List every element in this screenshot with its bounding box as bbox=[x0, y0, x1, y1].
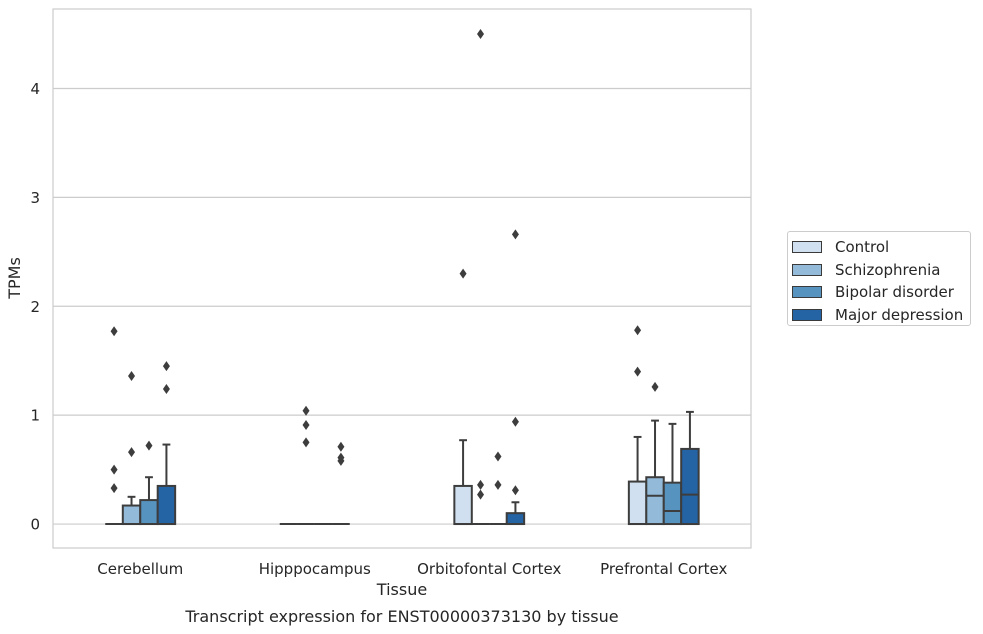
box bbox=[505, 512, 526, 526]
figure-caption: Transcript expression for ENST0000037313… bbox=[184, 607, 618, 626]
outlier-point bbox=[459, 268, 467, 279]
outlier-point bbox=[337, 452, 345, 463]
box bbox=[139, 499, 159, 526]
outlier-point bbox=[110, 483, 118, 494]
plot-area-frame bbox=[52, 8, 752, 549]
legend-label: Schizophrenia bbox=[835, 260, 941, 279]
outlier-point bbox=[162, 361, 170, 372]
outlier-point bbox=[511, 416, 519, 427]
outlier-point bbox=[511, 485, 519, 496]
legend-label: Bipolar disorder bbox=[835, 283, 954, 302]
x-axis-label: Tissue bbox=[376, 580, 427, 599]
x-tick-label: Orbitofontal Cortex bbox=[417, 560, 561, 578]
y-tick-label: 1 bbox=[30, 407, 40, 425]
outlier-point bbox=[110, 326, 118, 337]
box bbox=[662, 481, 683, 526]
box-groups bbox=[105, 29, 700, 526]
legend-swatch bbox=[792, 263, 822, 276]
y-tick-label: 2 bbox=[30, 298, 40, 316]
category-group bbox=[627, 325, 700, 526]
legend-label: Major depression bbox=[835, 305, 964, 324]
box bbox=[453, 484, 473, 526]
outlier-point bbox=[634, 366, 642, 377]
legend-swatch bbox=[792, 308, 822, 321]
y-tick-label: 0 bbox=[30, 516, 40, 534]
outlier-point bbox=[302, 405, 310, 416]
x-tick-label: Prefrontal Cortex bbox=[600, 560, 727, 578]
box bbox=[680, 447, 700, 526]
box bbox=[121, 504, 142, 526]
outlier-point bbox=[110, 464, 118, 475]
legend-swatch bbox=[792, 241, 822, 254]
category-group bbox=[453, 29, 526, 526]
outlier-point bbox=[477, 489, 485, 500]
legend-item: Bipolar disorder bbox=[792, 281, 970, 304]
outlier-point bbox=[477, 479, 485, 490]
outlier-point bbox=[302, 419, 310, 430]
legend-item: Control bbox=[792, 236, 970, 259]
y-tick-label: 3 bbox=[30, 189, 40, 207]
outlier-point bbox=[634, 325, 642, 336]
legend-item: Schizophrenia bbox=[792, 259, 970, 282]
x-tick-label: Cerebellum bbox=[97, 560, 183, 578]
outlier-point bbox=[145, 440, 153, 451]
category-group bbox=[105, 326, 177, 526]
x-tick-label: Hipppocampus bbox=[259, 560, 371, 578]
outlier-point bbox=[337, 441, 345, 452]
outlier-point bbox=[302, 437, 310, 448]
outlier-point bbox=[511, 229, 519, 240]
legend-item: Major depression bbox=[792, 304, 970, 327]
box bbox=[627, 480, 648, 526]
category-group bbox=[279, 405, 350, 526]
box bbox=[156, 484, 177, 526]
outlier-point bbox=[494, 479, 502, 490]
box bbox=[645, 476, 665, 526]
legend-label: Control bbox=[835, 238, 890, 257]
outlier-point bbox=[162, 384, 170, 395]
legend: Control Schizophrenia Bipolar disorder Majo… bbox=[787, 231, 971, 326]
legend-swatch bbox=[792, 286, 822, 299]
y-gridlines bbox=[53, 87, 751, 525]
outlier-point bbox=[477, 29, 485, 40]
outlier-point bbox=[128, 447, 136, 458]
outlier-point bbox=[128, 370, 136, 381]
x-tick-labels: Cerebellum Hipppocampus Orbitofontal Corte… bbox=[97, 560, 727, 578]
outlier-point bbox=[494, 451, 502, 462]
outlier-point bbox=[651, 381, 659, 392]
y-tick-label: 4 bbox=[30, 80, 40, 98]
y-tick-labels: 0 1 2 3 4 bbox=[30, 80, 40, 534]
y-axis-label: TPMs bbox=[5, 257, 24, 300]
